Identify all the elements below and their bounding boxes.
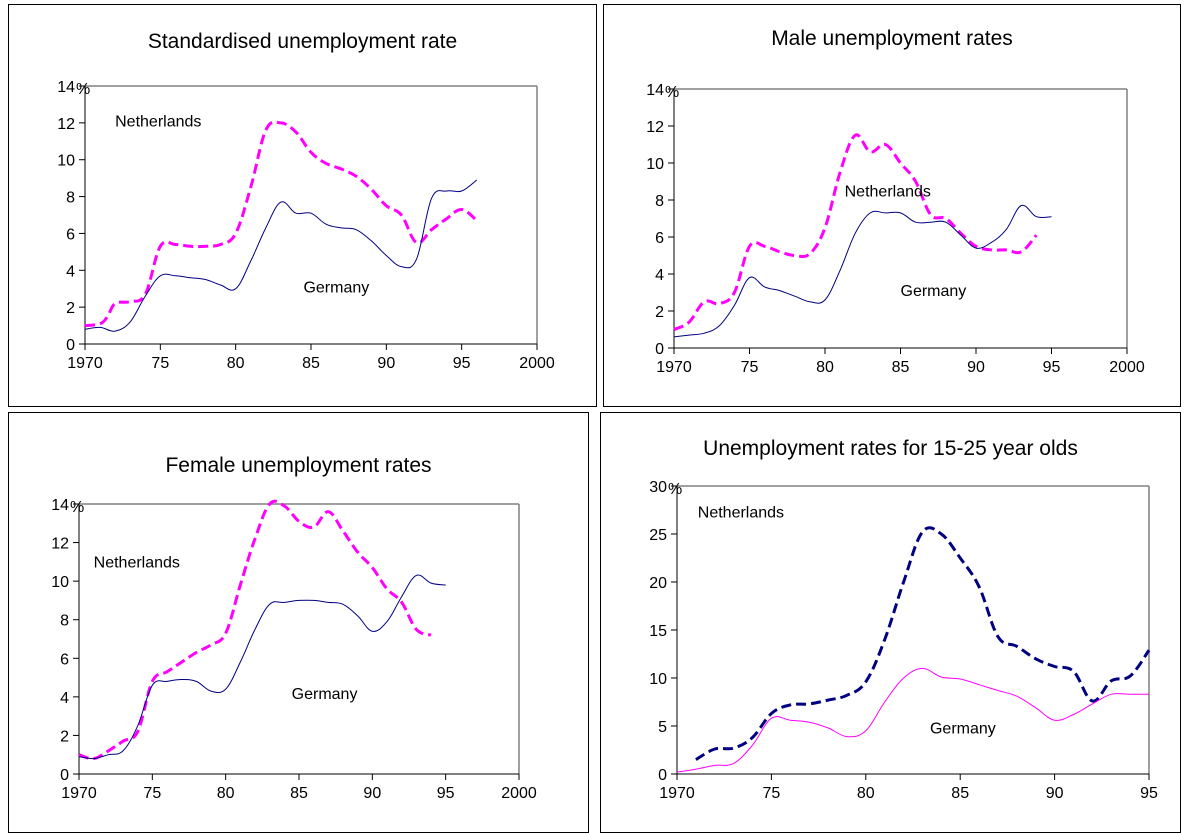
x-tick-label: 95	[453, 355, 471, 372]
y-unit-label: %	[70, 499, 84, 516]
series-line-netherlands	[673, 133, 1038, 331]
x-tick-label: 80	[217, 785, 235, 802]
x-tick-label: 75	[143, 785, 161, 802]
series-line-netherlands	[78, 499, 432, 761]
chart-title: Female unemployment rates	[165, 454, 432, 477]
chart-title: Standardised unemployment rate	[147, 30, 458, 53]
y-tick-label: 8	[655, 193, 664, 210]
y-tick-label: 12	[57, 116, 75, 133]
y-tick-label: 4	[66, 263, 75, 280]
y-tick-label: 14	[646, 82, 664, 99]
x-tick-label: 2000	[501, 785, 537, 802]
y-tick-label: 2	[655, 304, 664, 321]
y-unit-label: %	[665, 84, 679, 101]
y-tick-label: 14	[57, 79, 75, 96]
x-tick-label: 95	[1140, 785, 1158, 802]
chart-svg: 1970 75 80 85 90 95 2000 0 2 4 6 8 10 12 14 % Netherland…	[646, 82, 1145, 376]
series-label-germany: Germany	[292, 686, 358, 703]
x-tick-label: 2000	[519, 355, 555, 372]
x-tick-label: 1970	[656, 359, 692, 376]
series-line-netherlands	[84, 120, 478, 328]
chart-panel-female: Female unemployment rates 1970 75 80 85 90 95…	[8, 412, 589, 833]
y-tick-label: 12	[646, 119, 664, 136]
y-tick-label: 0	[60, 767, 69, 784]
y-tick-label: 6	[66, 226, 75, 243]
chart-svg: 1970 75 80 85 90 95 2000 0 2 4 6 8 10 12 14 % Netherland…	[57, 79, 555, 372]
x-tick-label: 90	[967, 359, 985, 376]
chart-title: Unemployment rates for 15-25 year olds	[703, 437, 1078, 460]
chart-svg: 1970 75 80 85 90 95 2000 0 2 4 6 8 10 12 14 % Netherland…	[51, 497, 537, 802]
x-tick-label: 90	[363, 785, 381, 802]
series-label-netherlands: Netherlands	[845, 183, 931, 200]
y-tick-label: 25	[649, 527, 667, 544]
x-tick-label: 1970	[659, 785, 695, 802]
series-label-netherlands: Netherlands	[94, 555, 180, 572]
y-tick-label: 2	[66, 300, 75, 317]
x-tick-label: 85	[290, 785, 308, 802]
x-tick-label: 75	[763, 785, 781, 802]
y-tick-label: 15	[649, 623, 667, 640]
series-label-germany: Germany	[930, 721, 996, 738]
y-tick-label: 4	[655, 267, 664, 284]
y-tick-label: 10	[649, 671, 667, 688]
series-label-netherlands: Netherlands	[115, 114, 201, 131]
y-tick-label: 8	[66, 190, 75, 207]
y-unit-label: %	[76, 81, 90, 98]
y-tick-label: 0	[658, 767, 667, 784]
y-tick-label: 8	[60, 613, 69, 630]
y-tick-label: 10	[57, 153, 75, 170]
y-tick-label: 5	[658, 719, 667, 736]
y-tick-label: 4	[60, 690, 69, 707]
y-tick-label: 0	[655, 341, 664, 358]
chart-svg: 1970 75 80 85 90 95 0 5 10 15 20 25 30 % Netherlands Ge…	[649, 479, 1158, 802]
x-tick-label: 75	[741, 359, 759, 376]
series-line-germany	[676, 667, 1149, 773]
x-tick-label: 75	[151, 355, 169, 372]
x-tick-label: 90	[1046, 785, 1064, 802]
x-tick-label: 95	[1043, 359, 1061, 376]
x-tick-label: 90	[377, 355, 395, 372]
x-tick-label: 80	[227, 355, 245, 372]
y-tick-label: 10	[51, 574, 69, 591]
y-tick-label: 14	[51, 497, 69, 514]
y-tick-label: 30	[649, 479, 667, 496]
x-tick-label: 85	[892, 359, 910, 376]
x-tick-label: 80	[857, 785, 875, 802]
y-tick-label: 2	[60, 728, 69, 745]
series-label-germany: Germany	[901, 283, 967, 300]
chart-title: Male unemployment rates	[771, 27, 1013, 50]
chart-panel-youth: Unemployment rates for 15-25 year olds 1…	[600, 412, 1181, 833]
series-line-germany	[84, 179, 478, 332]
x-tick-label: 85	[951, 785, 969, 802]
y-tick-label: 6	[655, 230, 664, 247]
series-label-germany: Germany	[303, 279, 369, 296]
y-unit-label: %	[668, 481, 682, 498]
series-line-germany	[78, 574, 446, 760]
x-tick-label: 80	[816, 359, 834, 376]
y-tick-label: 12	[51, 536, 69, 553]
x-tick-label: 85	[302, 355, 320, 372]
y-tick-label: 20	[649, 575, 667, 592]
y-tick-label: 10	[646, 156, 664, 173]
series-line-netherlands	[695, 526, 1151, 761]
x-tick-label: 95	[437, 785, 455, 802]
y-tick-label: 6	[60, 651, 69, 668]
y-tick-label: 0	[66, 337, 75, 354]
chart-panel-standardised: Standardised unemployment rate 1970 75 80 8…	[8, 4, 597, 407]
x-tick-label: 2000	[1109, 359, 1145, 376]
x-tick-label: 1970	[67, 355, 103, 372]
series-label-netherlands: Netherlands	[698, 505, 784, 522]
series-line-germany	[673, 204, 1052, 338]
x-tick-label: 1970	[61, 785, 97, 802]
chart-panel-male: Male unemployment rates 1970 75 80 85 90 95 20…	[603, 4, 1181, 407]
